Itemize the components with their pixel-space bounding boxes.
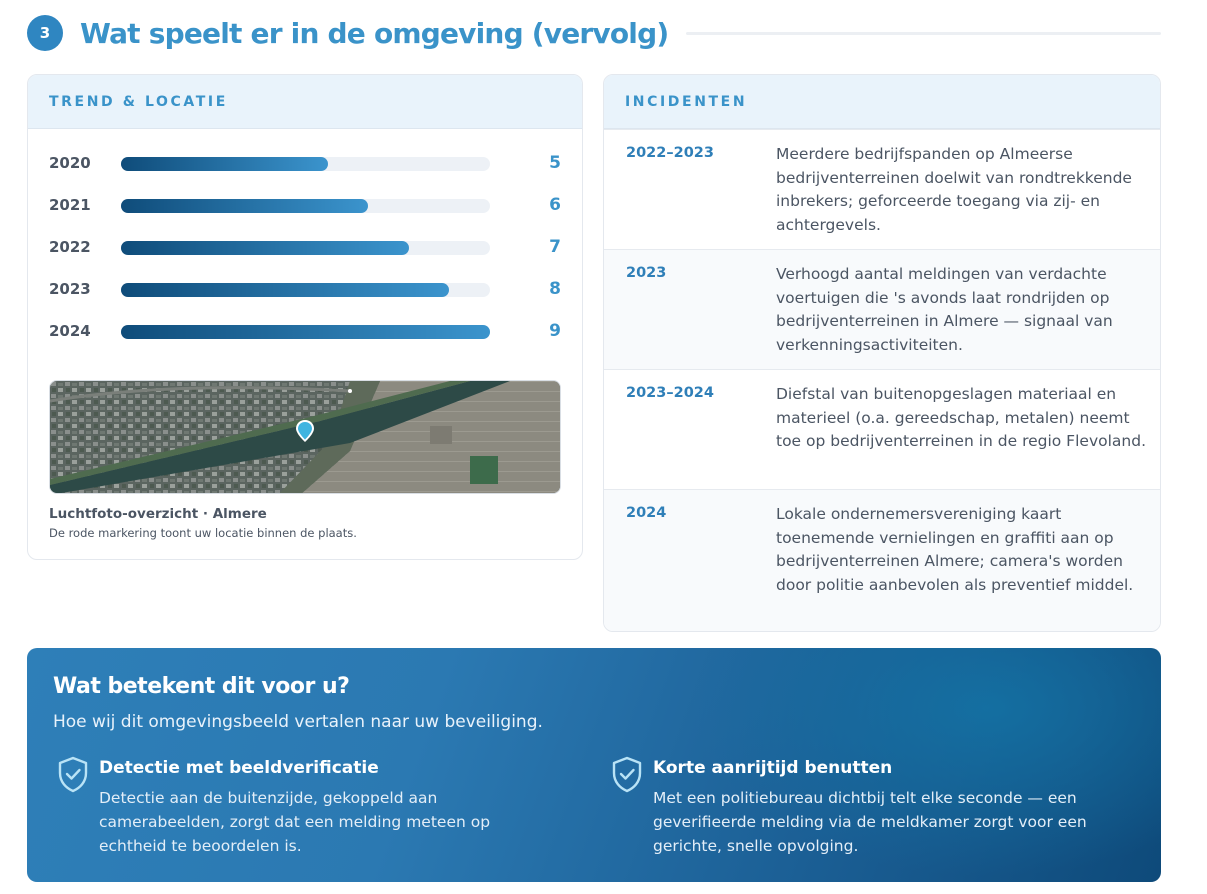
incident-row: 2024 Lokale ondernemersvereniging kaart … — [604, 489, 1160, 631]
bar-track — [121, 157, 490, 171]
bar-year-label: 2023 — [49, 280, 91, 298]
aerial-map-image — [50, 381, 560, 493]
aerial-map — [49, 380, 561, 494]
incident-period: 2023 — [626, 265, 667, 281]
bar-fill — [121, 325, 490, 339]
feature-text: Detectie aan de buitenzijde, gekoppeld a… — [99, 789, 491, 855]
bar-fill — [121, 283, 450, 297]
bar-fill — [121, 199, 369, 213]
section-header: 3 Wat speelt er in de omgeving (vervolg) — [27, 14, 1161, 52]
header-divider — [686, 31, 1161, 35]
bar-value: 6 — [549, 195, 561, 215]
trend-location-card: TREND & LOCATIE 2020 5 2021 6 2022 7 202… — [27, 74, 583, 560]
incidents-card: INCIDENTEN 2022–2023 Meerdere bedrijfspa… — [603, 74, 1161, 632]
bar-year-label: 2024 — [49, 322, 91, 340]
incident-text: Verhoogd aantal meldingen van verdachte … — [776, 265, 1113, 354]
bar-fill — [121, 241, 409, 255]
trend-bar-row: 2020 5 — [28, 151, 582, 175]
incident-period: 2022–2023 — [626, 145, 714, 161]
bar-track — [121, 241, 490, 255]
bar-track — [121, 283, 490, 297]
incident-period: 2023–2024 — [626, 385, 714, 401]
feature-title: Detectie met beeldverificatie — [99, 758, 379, 778]
bar-year-label: 2021 — [49, 196, 91, 214]
trend-card-header: TREND & LOCATIE — [28, 75, 582, 129]
incident-text: Lokale ondernemersvereniging kaart toene… — [776, 505, 1134, 594]
incidents-card-title: INCIDENTEN — [625, 93, 748, 110]
trend-bar-row: 2022 7 — [28, 235, 582, 259]
incidents-card-header: INCIDENTEN — [604, 75, 1160, 129]
banner-title: Wat betekent dit voor u? — [53, 674, 350, 699]
shield-check-icon — [58, 756, 88, 793]
bar-value: 8 — [549, 279, 561, 299]
incident-text: Meerdere bedrijfspanden op Almeerse bedr… — [776, 145, 1132, 234]
step-badge: 3 — [27, 15, 63, 51]
bar-track — [121, 325, 490, 339]
trend-bar-row: 2021 6 — [28, 193, 582, 217]
bar-value: 5 — [549, 153, 561, 173]
incident-row: 2023 Verhoogd aantal meldingen van verda… — [604, 249, 1160, 369]
incident-period: 2024 — [626, 505, 667, 521]
bar-fill — [121, 157, 328, 171]
trend-card-title: TREND & LOCATIE — [49, 93, 228, 110]
what-it-means-banner: Wat betekent dit voor u? Hoe wij dit omg… — [27, 648, 1161, 882]
bar-value: 9 — [549, 321, 561, 341]
map-caption: Luchtfoto-overzicht · Almere — [49, 506, 267, 522]
feature-title: Korte aanrijtijd benutten — [653, 758, 893, 778]
location-marker-icon — [296, 420, 314, 442]
incident-row: 2023–2024 Diefstal van buitenopgeslagen … — [604, 369, 1160, 489]
page-title: Wat speelt er in de omgeving (vervolg) — [80, 16, 669, 50]
bar-year-label: 2022 — [49, 238, 91, 256]
banner-subtitle: Hoe wij dit omgevingsbeeld vertalen naar… — [53, 712, 543, 732]
feature-text: Met een politiebureau dichtbij telt elke… — [653, 789, 1087, 855]
trend-bar-row: 2024 9 — [28, 319, 582, 343]
bar-year-label: 2020 — [49, 154, 91, 172]
shield-check-icon — [612, 756, 642, 793]
bar-track — [121, 199, 490, 213]
map-subcaption: De rode markering toont uw locatie binne… — [49, 526, 357, 540]
trend-bar-row: 2023 8 — [28, 277, 582, 301]
incident-text: Diefstal van buitenopgeslagen materiaal … — [776, 385, 1146, 451]
bar-value: 7 — [549, 237, 561, 257]
incident-row: 2022–2023 Meerdere bedrijfspanden op Alm… — [604, 129, 1160, 249]
